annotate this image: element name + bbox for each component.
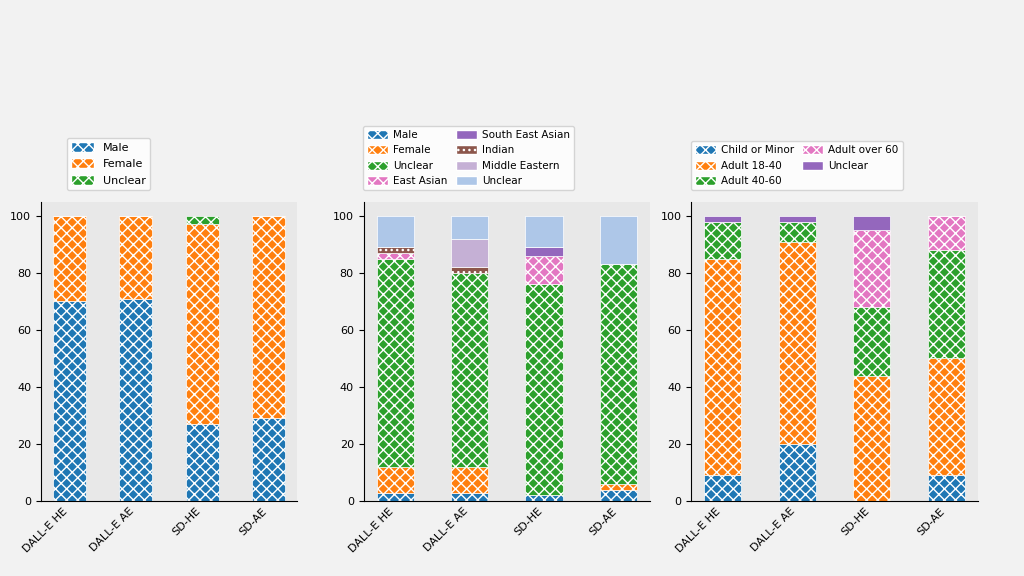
Bar [705, 222, 741, 259]
Bar [525, 285, 563, 495]
Bar [451, 216, 488, 238]
Bar [928, 216, 965, 250]
Bar [185, 216, 219, 225]
Bar [853, 216, 891, 230]
Bar [119, 216, 153, 298]
Bar [600, 490, 637, 501]
Bar [600, 216, 637, 264]
Bar [778, 444, 816, 501]
Bar [525, 256, 563, 285]
Bar [451, 267, 488, 273]
Bar [377, 216, 414, 247]
Bar [778, 216, 816, 222]
Bar [778, 241, 816, 444]
Bar [525, 216, 563, 247]
Bar [451, 273, 488, 467]
Bar [705, 216, 741, 222]
Bar [928, 475, 965, 501]
Bar [52, 216, 86, 301]
Bar [377, 253, 414, 259]
Bar [451, 238, 488, 267]
Bar [185, 424, 219, 501]
Bar [853, 230, 891, 307]
Bar [377, 259, 414, 467]
Bar [377, 247, 414, 253]
Bar [853, 376, 891, 501]
Bar [525, 247, 563, 256]
Bar [252, 418, 286, 501]
Bar [451, 492, 488, 501]
Bar [600, 484, 637, 490]
Bar [928, 358, 965, 475]
Bar [853, 307, 891, 376]
Bar [928, 250, 965, 358]
Bar [377, 492, 414, 501]
Bar [600, 264, 637, 484]
Bar [778, 222, 816, 241]
Bar [52, 301, 86, 501]
Bar [119, 298, 153, 501]
Bar [451, 467, 488, 492]
Bar [705, 259, 741, 475]
Bar [377, 467, 414, 492]
Legend: Male, Female, Unclear: Male, Female, Unclear [67, 138, 150, 190]
Legend: Male, Female, Unclear, East Asian, South East Asian, Indian, Middle Eastern, Unc: Male, Female, Unclear, East Asian, South… [362, 126, 574, 191]
Legend: Child or Minor, Adult 18-40, Adult 40-60, Adult over 60, Unclear: Child or Minor, Adult 18-40, Adult 40-60… [690, 141, 903, 191]
Bar [252, 216, 286, 418]
Bar [705, 475, 741, 501]
Bar [185, 225, 219, 424]
Bar [525, 495, 563, 501]
